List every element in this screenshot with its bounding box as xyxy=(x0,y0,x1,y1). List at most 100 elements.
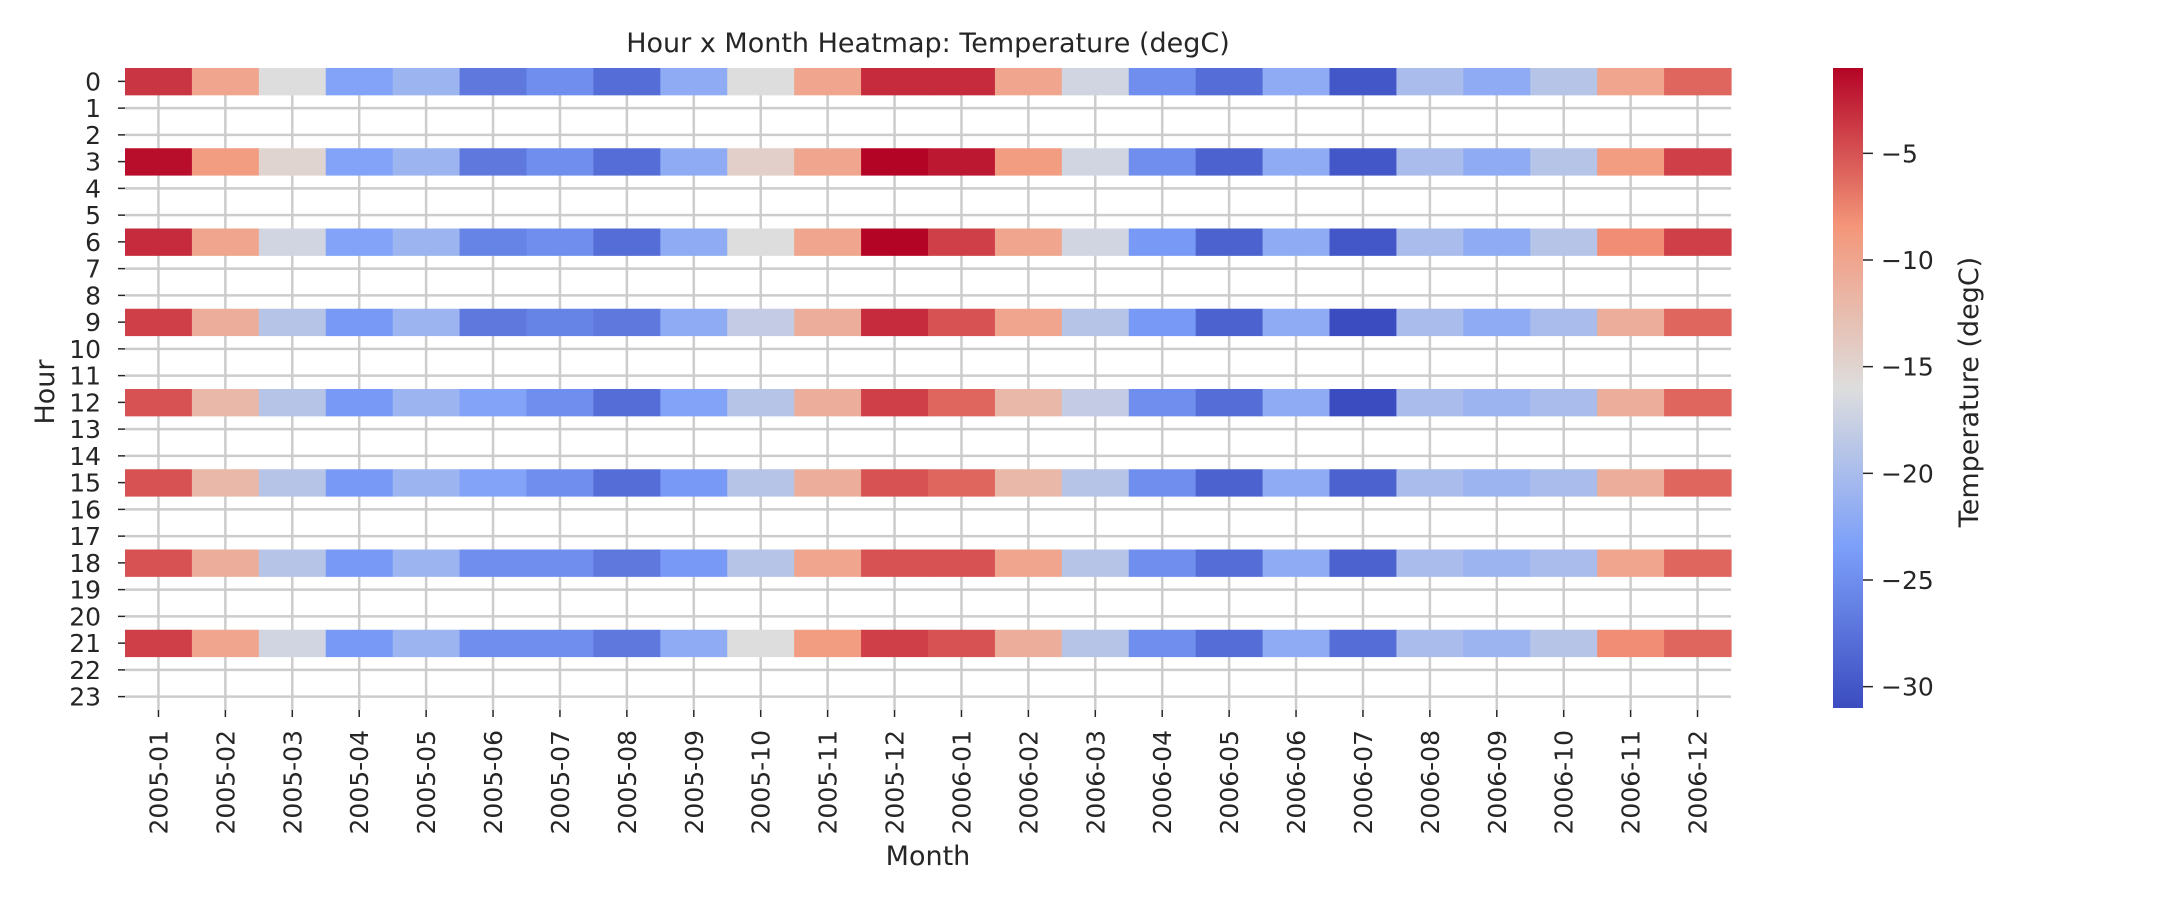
heatmap-cell xyxy=(1597,148,1665,176)
heatmap-cell xyxy=(1597,308,1665,337)
heatmap-cell xyxy=(459,148,528,176)
x-tick-label: 2005-05 xyxy=(412,730,441,834)
heatmap-cell xyxy=(727,469,795,497)
heatmap-cell xyxy=(459,308,528,337)
x-axis-label: Month xyxy=(886,841,971,872)
heatmap-cell xyxy=(125,469,193,497)
heatmap-cell xyxy=(1530,469,1598,497)
heatmap-cell xyxy=(794,389,862,417)
heatmap-cell xyxy=(191,389,260,417)
heatmap-cell xyxy=(1329,148,1398,176)
heatmap-cell xyxy=(392,549,461,577)
heatmap-cell xyxy=(727,389,795,417)
heatmap-cell xyxy=(392,469,461,497)
heatmap-cell xyxy=(1463,629,1531,658)
heatmap-cell xyxy=(459,469,528,497)
y-tick-label: 15 xyxy=(69,469,101,498)
y-tick-label: 5 xyxy=(85,201,101,230)
heatmap-cell xyxy=(1396,629,1464,658)
x-tick-label: 2005-07 xyxy=(546,730,575,834)
x-tick-label: 2006-02 xyxy=(1014,730,1043,834)
heatmap-cell xyxy=(1597,389,1665,417)
heatmap-cell xyxy=(191,629,260,658)
heatmap-cell xyxy=(1195,549,1264,577)
heatmap-cell xyxy=(1329,549,1398,577)
heatmap-cell xyxy=(928,228,996,256)
colorbar-tick-label: −30 xyxy=(1881,673,1934,702)
x-tick-label: 2005-11 xyxy=(814,730,843,834)
heatmap-cell xyxy=(994,389,1063,417)
heatmap-cell xyxy=(1664,308,1732,337)
heatmap-cell xyxy=(526,68,595,96)
heatmap-cell xyxy=(928,629,996,658)
heatmap-cell xyxy=(325,469,394,497)
heatmap-cell xyxy=(258,308,327,337)
chart-title: Hour x Month Heatmap: Temperature (degC) xyxy=(626,28,1230,59)
heatmap-cell xyxy=(191,148,260,176)
colorbar-tick-label: −15 xyxy=(1881,353,1934,382)
y-tick-label: 6 xyxy=(85,228,101,257)
heatmap-cell xyxy=(794,68,862,96)
heatmap-cell xyxy=(861,469,929,497)
heatmap-cell xyxy=(1463,308,1531,337)
y-tick-label: 20 xyxy=(69,602,101,631)
heatmap-cell xyxy=(1664,469,1732,497)
y-axis-label: Hour xyxy=(30,359,61,425)
heatmap-cell xyxy=(1329,469,1398,497)
colorbar-tick-label: −25 xyxy=(1881,566,1934,595)
heatmap-cell xyxy=(1597,228,1665,256)
x-tick-label: 2006-01 xyxy=(947,730,976,834)
heatmap-cell xyxy=(258,389,327,417)
heatmap-cell xyxy=(1061,629,1130,658)
heatmap-cell xyxy=(1463,228,1531,256)
heatmap-cell xyxy=(325,629,394,658)
heatmap-cell xyxy=(1128,549,1197,577)
heatmap-cell xyxy=(1463,469,1531,497)
colorbar-ticks: −5 −10 −15 −20 −25 −30 xyxy=(1863,139,1934,702)
heatmap-cell xyxy=(1396,469,1464,497)
heatmap-cell xyxy=(1195,68,1264,96)
heatmap-cell xyxy=(258,629,327,658)
y-tick-label: 11 xyxy=(69,362,101,391)
y-tick-label: 4 xyxy=(85,174,101,203)
heatmap-cell xyxy=(191,308,260,337)
heatmap-cell xyxy=(125,228,193,256)
x-tick-labels: 2005-01 2005-02 2005-03 2005-04 2005-05 2005-… xyxy=(144,710,1713,834)
heatmap-cell xyxy=(258,228,327,256)
heatmap-cell xyxy=(1530,629,1598,658)
x-tick-label: 2006-07 xyxy=(1349,730,1378,834)
x-tick-label: 2005-04 xyxy=(345,730,374,834)
x-tick-label: 2005-06 xyxy=(479,730,508,834)
heatmap-cell xyxy=(861,389,929,417)
heatmap-cell xyxy=(1262,148,1331,176)
x-tick-label: 2005-01 xyxy=(144,730,173,834)
x-tick-label: 2005-09 xyxy=(680,730,709,834)
heatmap-cell xyxy=(928,549,996,577)
heatmap-cell xyxy=(794,308,862,337)
heatmap-cell xyxy=(191,549,260,577)
heatmap-cell xyxy=(1262,549,1331,577)
x-tick-label: 2005-08 xyxy=(613,730,642,834)
heatmap-cell xyxy=(526,629,595,658)
heatmap-cell xyxy=(526,469,595,497)
heatmap-cell xyxy=(794,469,862,497)
heatmap-cell xyxy=(325,68,394,96)
heatmap-cell xyxy=(1463,68,1531,96)
heatmap-cell xyxy=(593,68,661,96)
heatmap-cell xyxy=(1530,389,1598,417)
y-tick-label: 14 xyxy=(69,442,101,471)
heatmap-cell xyxy=(727,308,795,337)
heatmap-cell xyxy=(1597,469,1665,497)
heatmap-cell xyxy=(593,308,661,337)
y-tick-label: 0 xyxy=(85,67,101,96)
heatmap-cell xyxy=(861,549,929,577)
heatmap-cell xyxy=(526,389,595,417)
heatmap-cell xyxy=(1128,68,1197,96)
heatmap-cell xyxy=(1262,308,1331,337)
y-tick-label: 18 xyxy=(69,549,101,578)
heatmap-cell xyxy=(1597,68,1665,96)
heatmap-cell xyxy=(1128,469,1197,497)
heatmap-cell xyxy=(1329,228,1398,256)
y-tick-label: 22 xyxy=(69,656,101,685)
